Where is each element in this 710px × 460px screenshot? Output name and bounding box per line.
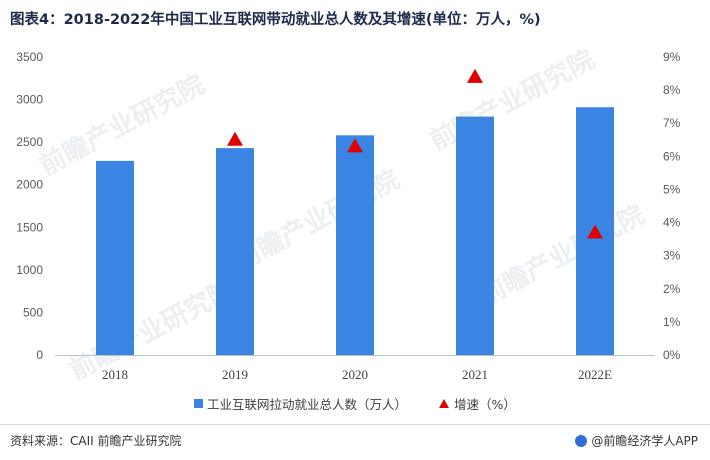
- y-right-tick-label: 2%: [663, 282, 681, 296]
- legend-bar-label: 工业互联网拉动就业总人数（万人）: [207, 397, 408, 412]
- bar: [96, 160, 134, 355]
- x-tick-label: 2019: [222, 367, 248, 382]
- x-tick-label: 2020: [342, 367, 368, 382]
- y-left-tick-label: 3000: [16, 93, 43, 107]
- legend-item-marker: 增速（%）: [439, 394, 516, 413]
- brand-label: @前瞻经济学人APP: [591, 434, 698, 448]
- chart-legend: 工业互联网拉动就业总人数（万人） 增速（%）: [0, 394, 710, 413]
- bar: [336, 135, 374, 355]
- y-left-tick-label: 2500: [16, 135, 43, 149]
- footer-divider: [0, 424, 710, 425]
- legend-marker-label: 增速（%）: [454, 397, 516, 412]
- y-right-tick-label: 9%: [663, 50, 681, 64]
- chart-title: 图表4：2018-2022年中国工业互联网带动就业总人数及其增速(单位：万人，%…: [10, 12, 541, 28]
- legend-item-bar: 工业互联网拉动就业总人数（万人）: [194, 394, 407, 413]
- y-right-tick-label: 1%: [663, 315, 681, 329]
- y-right-tick-label: 5%: [663, 182, 681, 196]
- growth-marker: [587, 224, 603, 239]
- y-left-tick-label: 2000: [16, 178, 43, 192]
- legend-bar-swatch: [194, 399, 204, 408]
- y-left-tick-label: 1000: [16, 263, 43, 277]
- x-tick-label: 2022E: [578, 367, 612, 382]
- y-left-tick-label: 1500: [16, 220, 43, 234]
- y-right-tick-label: 6%: [663, 149, 681, 163]
- x-tick-label: 2021: [462, 367, 488, 382]
- chart-plot: 0 500 1000 1500 2000 2500 3000 3500 0% 1% 2% 3% 4% 5%…: [16, 50, 681, 382]
- y-right-tick-label: 7%: [663, 116, 681, 130]
- y-right-tick-label: 4%: [663, 216, 681, 230]
- y-right-tick-label: 8%: [663, 83, 681, 97]
- growth-marker: [347, 138, 363, 153]
- bar: [216, 148, 254, 355]
- growth-marker: [227, 131, 243, 146]
- source-note: 资料来源：CAII 前瞻产业研究院: [10, 434, 182, 448]
- y-left-tick-label: 500: [23, 305, 43, 319]
- legend-triangle-icon: [439, 399, 450, 408]
- growth-marker: [467, 68, 483, 83]
- y-right-tick-label: 3%: [663, 249, 681, 263]
- bar: [456, 116, 494, 355]
- y-left-tick-label: 3500: [16, 50, 43, 64]
- brand-credit: @前瞻经济学人APP: [575, 432, 698, 449]
- y-right-tick-label: 0%: [663, 348, 681, 362]
- brand-logo-icon: [575, 434, 588, 447]
- y-left-tick-label: 0: [36, 348, 43, 362]
- x-tick-label: 2018: [102, 367, 128, 382]
